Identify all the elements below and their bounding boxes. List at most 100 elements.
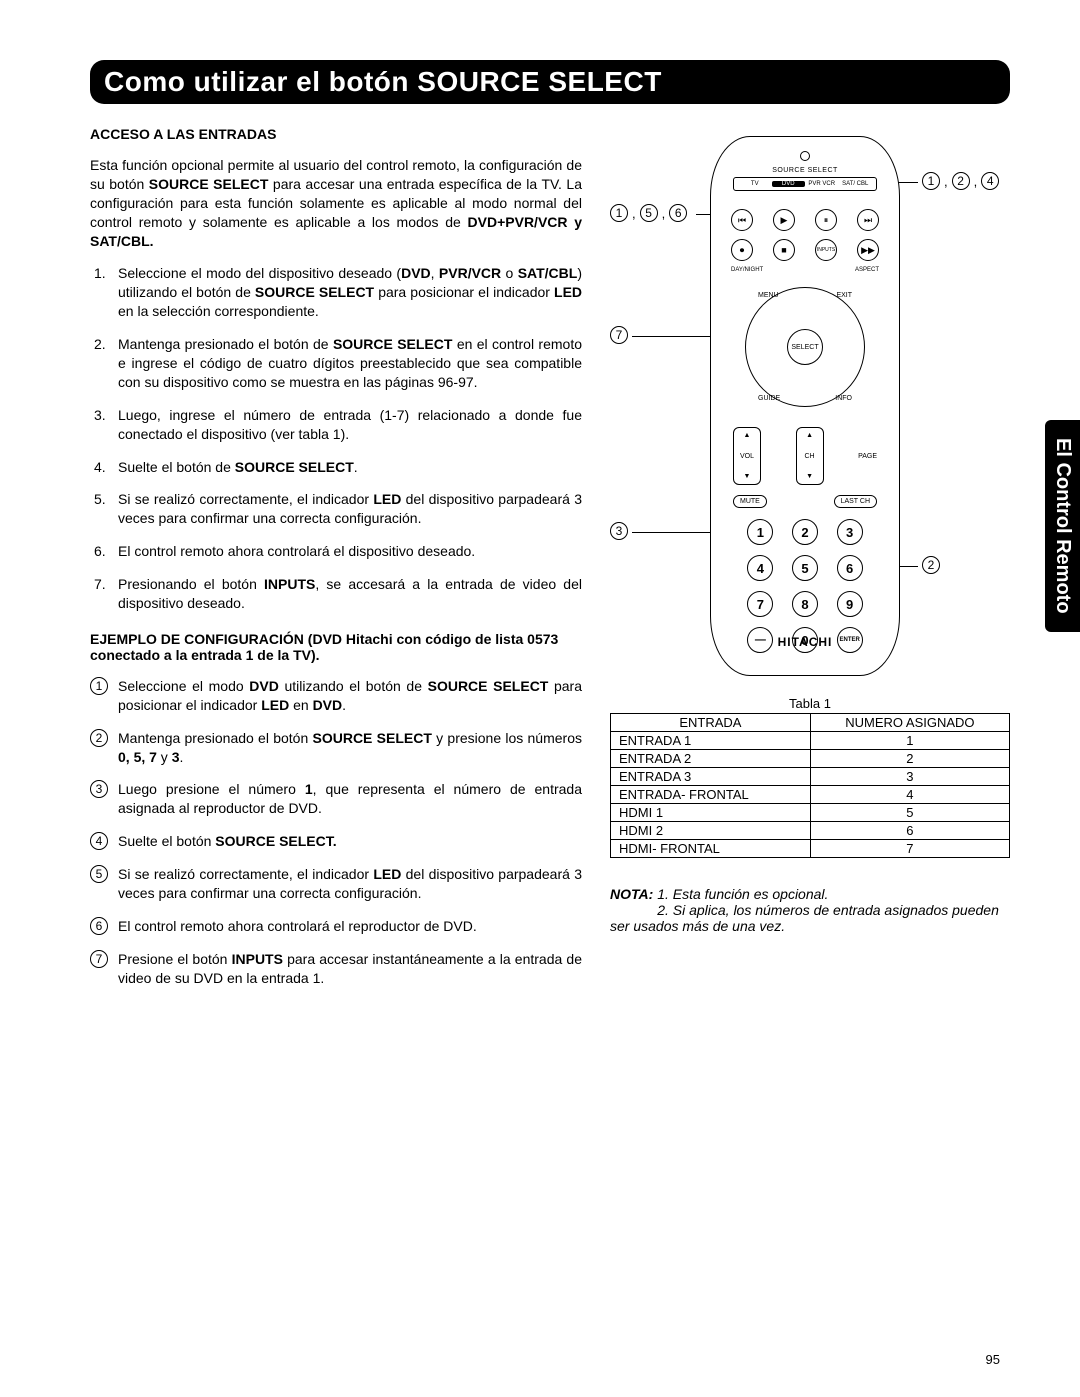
guide-label: GUIDE bbox=[758, 395, 780, 402]
volume-rocker: ▲VOL▼ bbox=[733, 427, 761, 485]
mute-lastch-row: MUTE LAST CH bbox=[733, 495, 877, 508]
info-label: INFO bbox=[835, 395, 852, 402]
num-6: 6 bbox=[837, 555, 863, 581]
num-7: 7 bbox=[747, 591, 773, 617]
table-row: HDMI 26 bbox=[611, 822, 1010, 840]
num-8: 8 bbox=[792, 591, 818, 617]
led-icon bbox=[800, 151, 810, 161]
num-5: 5 bbox=[792, 555, 818, 581]
page-label: PAGE bbox=[858, 453, 877, 460]
callout-num-icon: 1 bbox=[610, 204, 628, 222]
source-select-label: SOURCE SELECT bbox=[711, 167, 899, 174]
note-label: NOTA: bbox=[610, 886, 653, 902]
circled-step: 6El control remoto ahora controlará el r… bbox=[90, 917, 582, 936]
callout-numpad-row1: 3 bbox=[610, 522, 628, 540]
procedure-list: Seleccione el modo del dispositivo desea… bbox=[90, 264, 582, 612]
select-button: SELECT bbox=[787, 329, 823, 365]
transport-row: ⏮ ▶ ⏸ ⏭ bbox=[731, 209, 879, 231]
table-header-numero: NUMERO ASIGNADO bbox=[810, 714, 1009, 732]
navigation-pad: SELECT MENU EXIT GUIDE INFO bbox=[745, 287, 865, 407]
step-item: Luego, ingrese el número de entrada (1-7… bbox=[90, 406, 582, 444]
record-icon: ⏺ bbox=[731, 239, 753, 261]
mode-pvr-vcr: PVR VCR bbox=[805, 181, 839, 187]
pause-icon: ⏸ bbox=[815, 209, 837, 231]
section-title: Como utilizar el botón SOURCE SELECT bbox=[90, 60, 1010, 104]
menu-label: MENU bbox=[758, 292, 779, 299]
channel-rocker: ▲CH▼ bbox=[796, 427, 824, 485]
intro-paragraph: Esta función opcional permite al usuario… bbox=[90, 156, 582, 250]
inputs-button: INPUTS bbox=[815, 239, 837, 261]
callout-modes: 1, 2, 4 bbox=[922, 172, 999, 190]
table-row: HDMI- FRONTAL7 bbox=[611, 840, 1010, 858]
step-item: El control remoto ahora controlará el di… bbox=[90, 542, 582, 561]
stop-icon: ■ bbox=[773, 239, 795, 261]
callout-numpad-row2: 2 bbox=[922, 556, 940, 574]
callout-num-icon: 2 bbox=[922, 556, 940, 574]
callout-num-icon: 2 bbox=[952, 172, 970, 190]
callout-num-icon: 5 bbox=[640, 204, 658, 222]
table-caption: Tabla 1 bbox=[610, 696, 1010, 713]
callout-transport: 1, 5, 6 bbox=[610, 204, 687, 222]
brand-label: HITACHI bbox=[711, 635, 899, 649]
mode-dvd: DVD bbox=[772, 181, 806, 187]
num-1: 1 bbox=[747, 519, 773, 545]
daynight-label: DAY/NIGHT bbox=[731, 267, 763, 273]
mode-tv: TV bbox=[738, 181, 772, 187]
num-4: 4 bbox=[747, 555, 773, 581]
daynight-aspect-row: DAY/NIGHT ASPECT bbox=[731, 267, 879, 273]
ffwd-icon: ▶▶ bbox=[857, 239, 879, 261]
step-item: Seleccione el modo del dispositivo desea… bbox=[90, 264, 582, 321]
table-row: ENTRADA 22 bbox=[611, 750, 1010, 768]
play-icon: ▶ bbox=[773, 209, 795, 231]
aspect-label: ASPECT bbox=[855, 267, 879, 273]
callout-num-icon: 7 bbox=[610, 326, 628, 344]
circled-step: 2Mantenga presionado el botón SOURCE SEL… bbox=[90, 729, 582, 767]
step-number-icon: 7 bbox=[90, 950, 108, 968]
table-row: ENTRADA 11 bbox=[611, 732, 1010, 750]
volume-channel-row: ▲VOL▼ ▲CH▼ PAGE bbox=[733, 427, 877, 485]
note-item: 1. Esta función es opcional. bbox=[657, 886, 828, 902]
callout-num-icon: 3 bbox=[610, 522, 628, 540]
two-column-layout: ACCESO A LAS ENTRADAS Esta función opcio… bbox=[90, 126, 1010, 1002]
step-number-icon: 2 bbox=[90, 729, 108, 747]
input-assignment-table: Tabla 1 ENTRADA NUMERO ASIGNADO ENTRADA … bbox=[610, 696, 1010, 858]
mute-button: MUTE bbox=[733, 495, 767, 508]
num-9: 9 bbox=[837, 591, 863, 617]
callout-num-icon: 4 bbox=[981, 172, 999, 190]
step-number-icon: 5 bbox=[90, 865, 108, 883]
num-3: 3 bbox=[837, 519, 863, 545]
table-header-entrada: ENTRADA bbox=[611, 714, 811, 732]
number-pad: 1 2 3 4 5 6 7 8 9 — 0 ENTER bbox=[747, 519, 863, 653]
callout-num-icon: 1 bbox=[922, 172, 940, 190]
remote-diagram: 1, 5, 6 7 3 1, 2, 4 2 bbox=[610, 126, 1010, 686]
remote-outline: SOURCE SELECT TV DVD PVR VCR SAT/ CBL ⏮ … bbox=[710, 136, 900, 676]
example-list: 1Seleccione el modo DVD utilizando el bo… bbox=[90, 677, 582, 988]
right-column: 1, 5, 6 7 3 1, 2, 4 2 bbox=[610, 126, 1010, 1002]
table-row: ENTRADA 33 bbox=[611, 768, 1010, 786]
side-tab-label: El Control Remoto bbox=[1045, 420, 1080, 632]
step-item: Suelte el botón de SOURCE SELECT. bbox=[90, 458, 582, 477]
prev-icon: ⏮ bbox=[731, 209, 753, 231]
lastch-button: LAST CH bbox=[834, 495, 877, 508]
step-number-icon: 3 bbox=[90, 780, 108, 798]
step-item: Presionando el botón INPUTS, se accesará… bbox=[90, 575, 582, 613]
circled-step: 1Seleccione el modo DVD utilizando el bo… bbox=[90, 677, 582, 715]
num-2: 2 bbox=[792, 519, 818, 545]
circled-step: 4Suelte el botón SOURCE SELECT. bbox=[90, 832, 582, 851]
subsection-header: ACCESO A LAS ENTRADAS bbox=[90, 126, 582, 142]
mode-sat-cbl: SAT/ CBL bbox=[839, 181, 873, 187]
mode-selector: TV DVD PVR VCR SAT/ CBL bbox=[733, 177, 877, 191]
circled-step: 5Si se realizó correctamente, el indicad… bbox=[90, 865, 582, 903]
table-header-row: ENTRADA NUMERO ASIGNADO bbox=[611, 714, 1010, 732]
exit-label: EXIT bbox=[836, 292, 852, 299]
note-block: NOTA: 1. Esta función es opcional. NOTA:… bbox=[610, 886, 1010, 934]
step-item: Si se realizó correctamente, el indicado… bbox=[90, 490, 582, 528]
callout-num-icon: 6 bbox=[669, 204, 687, 222]
transport-row-2: ⏺ ■ INPUTS ▶▶ bbox=[731, 239, 879, 261]
step-item: Mantenga presionado el botón de SOURCE S… bbox=[90, 335, 582, 392]
table-row: ENTRADA- FRONTAL4 bbox=[611, 786, 1010, 804]
example-header: EJEMPLO DE CONFIGURACIÓN (DVD Hitachi co… bbox=[90, 631, 582, 663]
page-number: 95 bbox=[986, 1352, 1000, 1367]
circled-step: 3Luego presione el número 1, que represe… bbox=[90, 780, 582, 818]
circled-step: 7Presione el botón INPUTS para accesar i… bbox=[90, 950, 582, 988]
